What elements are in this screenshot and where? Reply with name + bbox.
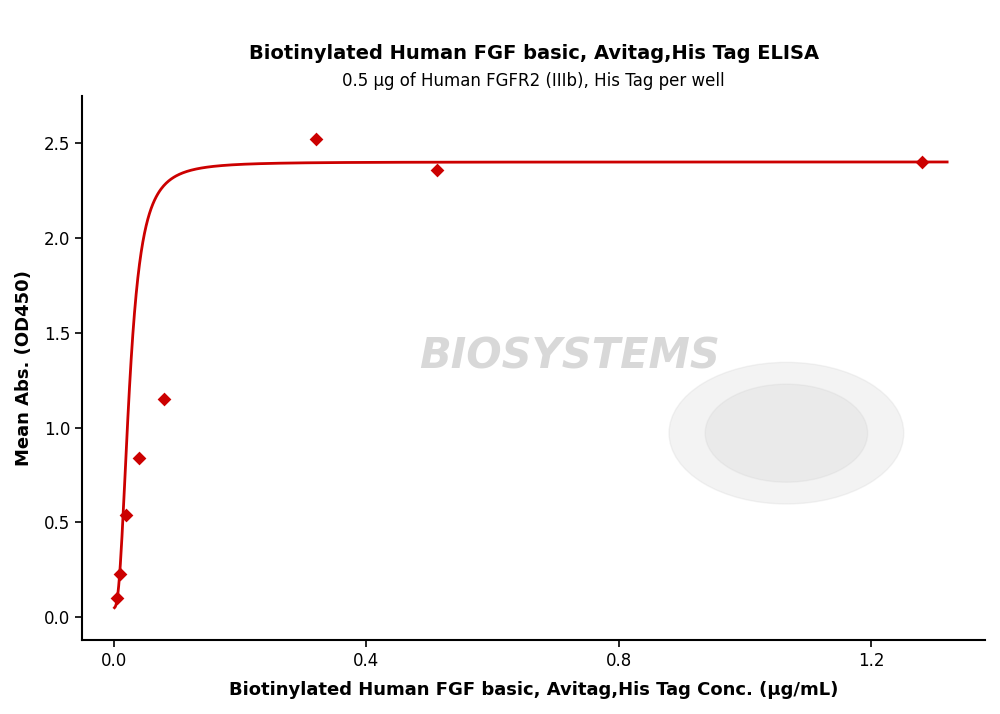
Point	[156, 393, 172, 405]
Point	[112, 568, 128, 579]
Point	[429, 164, 445, 175]
Point	[118, 509, 134, 521]
Point	[131, 452, 147, 463]
Point	[109, 593, 125, 604]
Point	[914, 156, 930, 168]
Text: Biotinylated Human FGF basic, Avitag,His Tag ELISA: Biotinylated Human FGF basic, Avitag,His…	[249, 44, 819, 63]
Text: 0.5 μg of Human FGFR2 (IIIb), His Tag per well: 0.5 μg of Human FGFR2 (IIIb), His Tag pe…	[342, 72, 725, 90]
Text: BIOSYSTEMS: BIOSYSTEMS	[419, 336, 720, 378]
Circle shape	[705, 384, 868, 482]
X-axis label: Biotinylated Human FGF basic, Avitag,His Tag Conc. (μg/mL): Biotinylated Human FGF basic, Avitag,His…	[229, 681, 838, 699]
Y-axis label: Mean Abs. (OD450): Mean Abs. (OD450)	[15, 270, 33, 466]
Point	[308, 134, 324, 145]
Circle shape	[669, 363, 904, 504]
